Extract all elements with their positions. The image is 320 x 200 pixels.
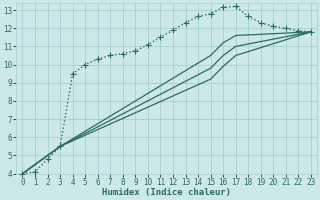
X-axis label: Humidex (Indice chaleur): Humidex (Indice chaleur)	[102, 188, 231, 197]
